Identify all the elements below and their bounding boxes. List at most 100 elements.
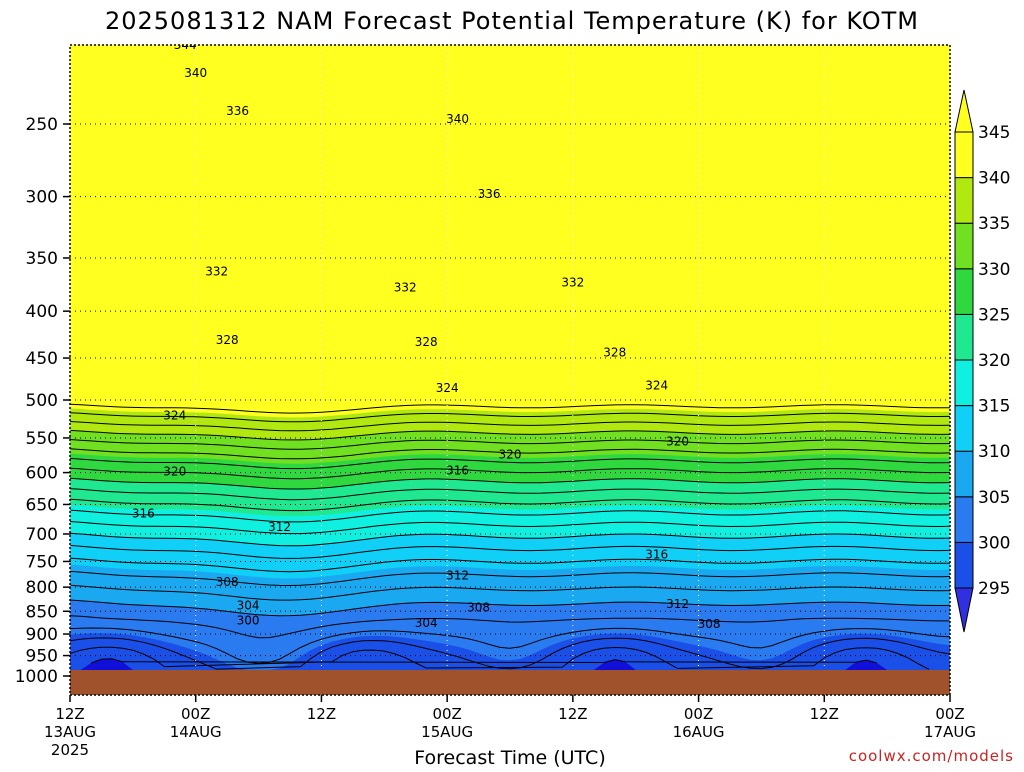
contour-label: 324 [163,409,186,423]
temperature-bands [70,45,950,670]
isentrope-306 [70,627,950,664]
x-tick-time: 12Z [558,705,587,723]
x-tick-time: 00Z [935,705,964,723]
contour-label: 328 [603,346,626,360]
colorbar-tick-label: 295 [978,579,1010,599]
colorbar-tick-label: 300 [978,533,1010,553]
contour-label: 312 [666,597,689,611]
isentrope-316 [70,557,950,573]
isentrope-338 [70,439,950,450]
isentrope-308 [70,615,950,639]
x-tick-time: 12Z [55,705,84,723]
isentrope-334 [70,457,950,470]
contour-label: 320 [499,447,522,461]
isentrope-324 [70,509,950,523]
colorbar-tick-label: 340 [978,169,1010,189]
contour-label: 336 [478,187,501,201]
contour-label: 332 [394,281,417,295]
y-tick-label: 950 [26,647,58,667]
y-tick-label: 650 [26,495,58,515]
terrain-underground [70,670,950,695]
y-tick-label: 900 [26,625,58,645]
contour-label: 340 [446,112,469,126]
x-tick-time: 00Z [432,705,461,723]
isentrope-336 [70,448,950,460]
isentrope-330 [70,477,950,490]
contour-label: 320 [666,435,689,449]
chart-title: 2025081312 NAM Forecast Potential Temper… [105,7,919,35]
y-tick-label: 400 [26,302,58,322]
colorbar-segment [954,131,974,179]
plot-area: 344 340 336 340 336 332 332 332 328 328 328 324 324 3… [70,38,950,670]
colorbar-segment [954,313,974,361]
y-tick-label: 450 [26,349,58,369]
colorbar-segment [954,177,974,224]
isentrope-318 [70,544,950,559]
contour-label: 328 [216,333,239,347]
colorbar-segment [954,405,974,452]
colorbar-segment [954,496,974,543]
y-tick-label: 700 [26,525,58,545]
colorbar-segment [954,268,974,315]
contour-label: 340 [184,66,207,80]
y-tick-label: 800 [26,578,58,598]
y-tick-label: 500 [26,391,58,411]
isentrope-346 [70,403,950,414]
isentrope-320 [70,532,950,547]
y-tick-label: 550 [26,429,58,449]
isentrope-304 [70,637,950,670]
contour-label: 344 [174,38,197,52]
x-tick-date: 17AUG [924,723,976,741]
isentrope-340 [70,429,950,441]
y-tick-label: 350 [26,249,58,269]
colorbar-tick-label: 330 [978,260,1010,280]
contour-label: 336 [226,104,249,118]
isentrope-310 [70,599,950,617]
colorbar-segment [954,450,974,498]
x-tick-date: 15AUG [421,723,473,741]
x-tick-time: 00Z [684,705,713,723]
contour-label: 312 [446,569,469,583]
contour-label: 304 [237,599,260,613]
contour-label: 328 [415,335,438,349]
y-tick-label: 600 [26,464,58,484]
isentrope-322 [70,521,950,535]
contour-label: 304 [415,616,438,630]
colorbar-segment [954,222,974,270]
contour-label: 320 [163,464,186,478]
grid-lines [70,45,950,670]
contour-label: 324 [436,381,459,395]
y-tick-label: 1000 [15,667,58,687]
isentrope-314 [70,570,950,587]
colorbar-top-arrow [954,89,974,133]
credit-link[interactable]: coolwx.com/models [849,747,1014,765]
contour-labels: 344 340 336 340 336 332 332 332 328 328 328 324 324 3… [132,38,721,631]
contour-label: 308 [467,601,490,615]
isentrope-300 [90,658,877,664]
isentrope-312 [70,584,950,601]
colorbar-tick-label: 325 [978,305,1010,325]
contour-label: 332 [205,264,228,278]
isentrope-342 [70,421,950,432]
isentrope-302 [70,646,930,670]
x-tick-year: 2025 [51,741,89,759]
contour-label: 332 [561,275,584,289]
contour-label: 308 [698,617,721,631]
colorbar-bottom-arrow [954,587,974,633]
x-tick-date: 16AUG [673,723,725,741]
y-tick-label: 750 [26,552,58,572]
isentrope-344 [70,412,950,423]
colorbar-tick-label: 335 [978,214,1010,234]
x-tick-time: 12Z [810,705,839,723]
colorbar-segment [954,359,974,407]
contour-label: 324 [645,378,668,392]
colorbar: 295 300 305 310 315 320 325 330 335 340 345 [954,89,1010,633]
isentrope-326 [70,498,950,512]
x-axis-label: Forecast Time (UTC) [414,747,605,768]
colorbar-tick-label: 305 [978,488,1010,508]
colorbar-tick-label: 315 [978,397,1010,417]
x-tick-time: 00Z [181,705,210,723]
